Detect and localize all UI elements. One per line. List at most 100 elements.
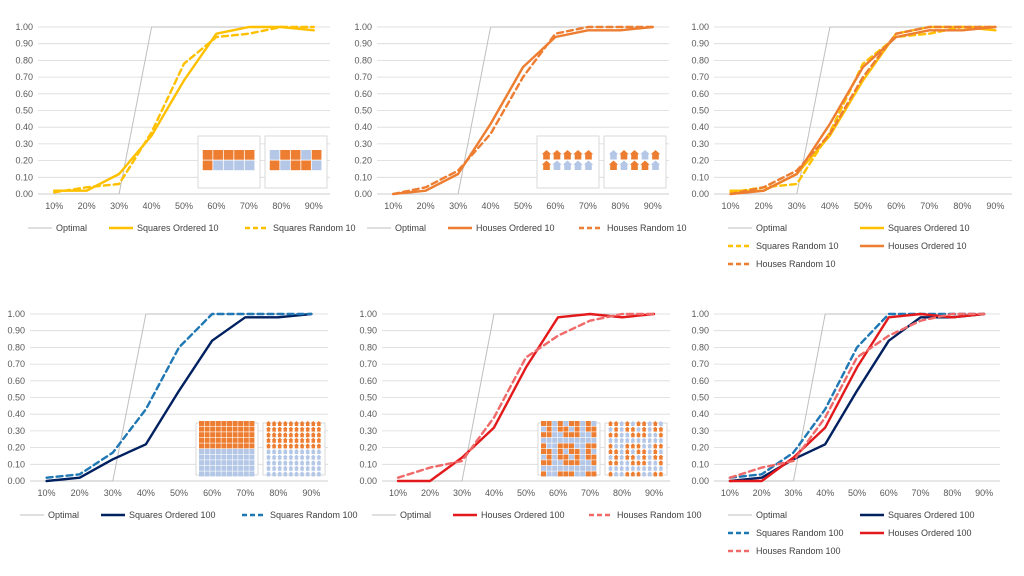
inset-square [243, 471, 249, 477]
x-tick-label: 50% [848, 488, 866, 498]
inset-house [629, 160, 640, 170]
inset-square [574, 454, 580, 460]
inset-square [204, 454, 210, 460]
x-tick-label: 90% [986, 201, 1004, 211]
inset-square [210, 460, 216, 466]
inset-square [552, 432, 558, 438]
inset-house [271, 432, 277, 438]
inset-square [227, 437, 232, 443]
inset-house [608, 421, 613, 426]
inset-square [238, 471, 244, 477]
inset-house [619, 449, 625, 454]
inset-square [202, 150, 213, 160]
inset-house [608, 454, 613, 460]
inset-square [210, 443, 216, 449]
x-tick-label: 40% [137, 488, 155, 498]
inset-house [294, 432, 299, 438]
inset-house [294, 443, 299, 449]
inset-house [658, 454, 664, 460]
inset-house [277, 426, 283, 432]
x-tick-label: 60% [207, 201, 225, 211]
x-tick-label: 20% [71, 488, 89, 498]
inset-house [294, 426, 299, 432]
inset-house [552, 150, 562, 160]
legend-label: Houses Ordered 10 [888, 241, 967, 251]
inset-house [299, 443, 305, 449]
legend-label: Optimal [756, 510, 787, 520]
inset-house [652, 432, 658, 438]
inset-square [563, 421, 569, 426]
y-tick-label: 1.00 [691, 309, 709, 319]
inset-square [541, 432, 546, 438]
inset-house [652, 471, 658, 477]
inset-house [641, 437, 647, 443]
inset-square [210, 454, 216, 460]
y-tick-label: 1.00 [15, 22, 33, 32]
legend-label: Houses Ordered 10 [476, 223, 555, 233]
inset-square [204, 432, 210, 438]
y-tick-label: 0.50 [354, 106, 372, 116]
inset-house [316, 432, 322, 438]
inset-square [249, 421, 255, 426]
inset-house [636, 449, 641, 454]
inset-house [652, 454, 658, 460]
x-tick-label: 20% [753, 488, 771, 498]
x-tick-label: 40% [143, 201, 161, 211]
inset-square [215, 437, 221, 443]
inset-square [221, 460, 227, 466]
inset-square [574, 421, 580, 426]
inset-square [204, 449, 210, 454]
inset-house [305, 454, 311, 460]
legend-label: Squares Ordered 10 [137, 223, 219, 233]
inset-house [316, 471, 322, 477]
y-tick-label: 0.80 [691, 342, 709, 352]
x-tick-label: 70% [920, 201, 938, 211]
inset-square [574, 460, 580, 466]
legend: Optimal Squares Ordered 100 Squares Random… [20, 510, 358, 520]
inset-square [541, 437, 546, 443]
inset-square [580, 454, 586, 460]
inset-house [266, 471, 271, 477]
x-tick-label: 50% [175, 201, 193, 211]
inset-house [613, 437, 619, 443]
inset-square [552, 465, 558, 471]
inset-square [290, 150, 301, 160]
inset-house [277, 465, 283, 471]
inset-house [299, 421, 305, 426]
inset-house [277, 421, 283, 426]
y-tick-label: 0.70 [7, 359, 25, 369]
y-tick-label: 0.40 [15, 122, 33, 132]
x-tick-label: 40% [816, 488, 834, 498]
inset-square [311, 160, 322, 171]
inset-house [652, 437, 658, 443]
inset-house [266, 454, 271, 460]
inset-square [221, 449, 227, 454]
inset-square [243, 465, 249, 471]
inset-house [583, 150, 594, 160]
inset-house [619, 150, 629, 160]
series-line-houses-ordered-10 [729, 25, 997, 196]
inset-square [238, 426, 244, 432]
inset-square [541, 426, 546, 432]
inset-house [316, 465, 322, 471]
inset-square [552, 454, 558, 460]
inset-house [640, 150, 650, 160]
inset-square [249, 454, 255, 460]
inset-square [563, 454, 569, 460]
inset-square [213, 160, 223, 171]
inset-house [271, 426, 277, 432]
inset-house [310, 465, 316, 471]
inset-square [204, 426, 210, 432]
legend: Optimal Squares Ordered 10 Squares Random … [28, 223, 356, 233]
inset-house [629, 150, 640, 160]
y-tick-label: 0.30 [15, 139, 33, 149]
legend-label: Squares Random 100 [756, 528, 844, 538]
inset-square [243, 443, 249, 449]
inset-square [563, 449, 569, 454]
inset-house [305, 460, 311, 466]
inset-house [294, 421, 299, 426]
inset-square [591, 421, 597, 426]
inset-house [277, 449, 283, 454]
inset-square [232, 443, 238, 449]
